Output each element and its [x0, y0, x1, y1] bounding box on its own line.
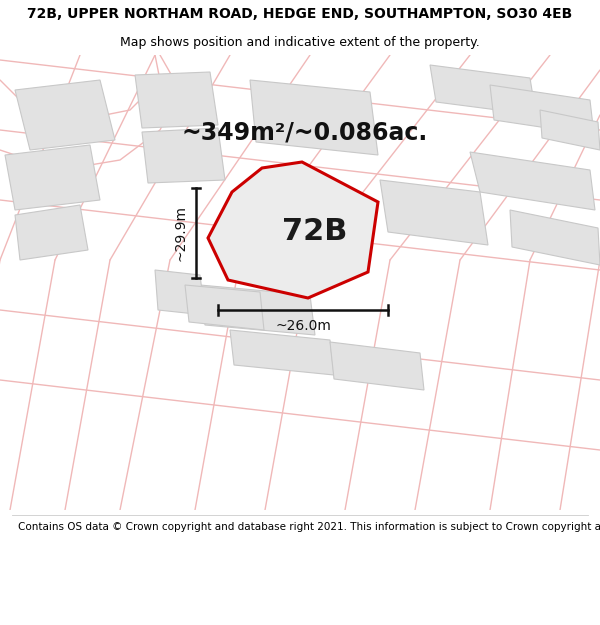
Polygon shape [430, 65, 536, 115]
Text: Contains OS data © Crown copyright and database right 2021. This information is : Contains OS data © Crown copyright and d… [18, 521, 600, 531]
Polygon shape [200, 285, 315, 335]
Polygon shape [380, 180, 488, 245]
Text: ~26.0m: ~26.0m [275, 319, 331, 333]
Polygon shape [15, 80, 115, 150]
Text: ~29.9m: ~29.9m [173, 205, 187, 261]
Polygon shape [185, 285, 264, 330]
Text: ~349m²/~0.086ac.: ~349m²/~0.086ac. [182, 120, 428, 144]
Polygon shape [540, 110, 600, 150]
Polygon shape [250, 80, 378, 155]
Polygon shape [208, 162, 378, 298]
Polygon shape [470, 152, 595, 210]
Polygon shape [135, 72, 218, 128]
Polygon shape [5, 145, 100, 210]
Polygon shape [230, 330, 334, 375]
Polygon shape [15, 205, 88, 260]
Polygon shape [155, 270, 205, 315]
Text: Map shows position and indicative extent of the property.: Map shows position and indicative extent… [120, 36, 480, 49]
Polygon shape [330, 342, 424, 390]
Text: 72B, UPPER NORTHAM ROAD, HEDGE END, SOUTHAMPTON, SO30 4EB: 72B, UPPER NORTHAM ROAD, HEDGE END, SOUT… [28, 7, 572, 21]
Polygon shape [142, 128, 225, 183]
Polygon shape [490, 85, 594, 135]
Polygon shape [510, 210, 600, 265]
Text: 72B: 72B [283, 217, 347, 246]
